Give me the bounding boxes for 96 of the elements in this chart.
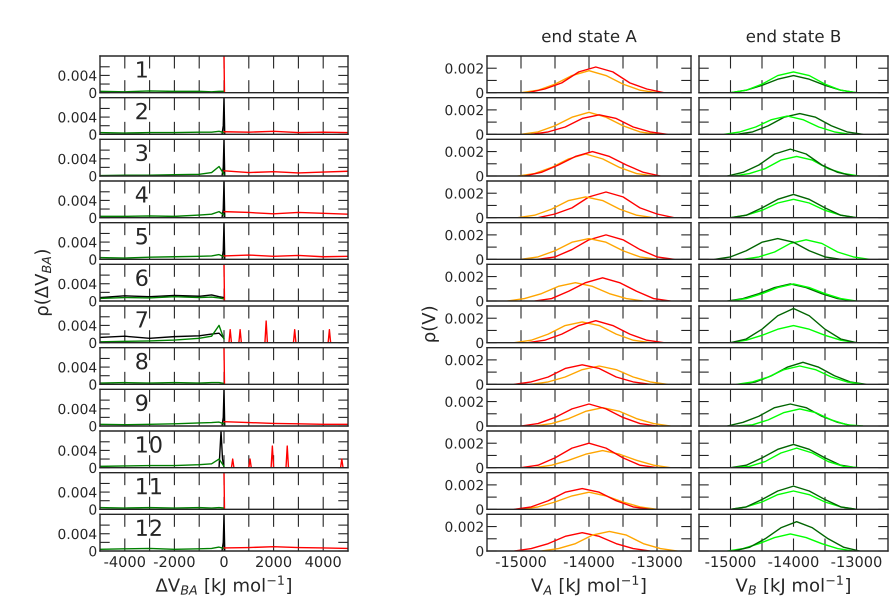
annotation: 6 — [136, 269, 148, 286]
line-series — [100, 458, 225, 468]
y-tick-label: 0.002 — [445, 146, 483, 158]
x-tick-label: -15000 — [705, 556, 756, 568]
line-series — [534, 406, 672, 426]
line-series — [516, 153, 654, 176]
y-tick-label: 0 — [89, 254, 96, 265]
y-tick-label: 0 — [89, 462, 96, 474]
y-tick-label: 0 — [476, 170, 484, 182]
y-tick-label: 0 — [476, 462, 484, 474]
y-tick-label: 0.004 — [58, 487, 96, 498]
line-series — [520, 442, 658, 468]
annotation: 9 — [136, 394, 148, 412]
y-tick-label: 0 — [476, 379, 484, 390]
x-tick-label: -14000 — [768, 556, 818, 568]
line-series — [514, 321, 651, 343]
annotation: 5 — [136, 228, 147, 245]
y-tick-label: 0.002 — [445, 354, 483, 366]
annotation: 12 — [137, 519, 161, 536]
x-tick-label: -13000 — [632, 556, 682, 568]
line-series — [520, 403, 658, 426]
y-tick-label: 0.004 — [58, 237, 96, 248]
y-axis-title: ρ(ΔV$_{BA}$) — [34, 250, 52, 316]
annotation: 4 — [136, 186, 148, 203]
y-tick-label: 0 — [476, 338, 484, 348]
y-tick-label: 0.002 — [445, 188, 483, 199]
x-tick-label: 0 — [220, 556, 228, 568]
y-tick-label: 0.004 — [58, 278, 96, 290]
y-tick-label: 0.002 — [445, 272, 483, 282]
line-series — [520, 70, 658, 93]
x-axis-title: ΔV$_{BA}$ [kJ mol$^{−1}$] — [156, 576, 291, 596]
line-series — [527, 66, 664, 93]
y-tick-label: 0.004 — [58, 195, 96, 206]
x-tick-label: -13000 — [831, 556, 882, 568]
line-series — [540, 530, 678, 551]
y-tick-label: 0.002 — [445, 522, 483, 532]
y-tick-label: 0 — [89, 129, 96, 140]
y-tick-label: 0 — [476, 546, 484, 556]
line-series — [534, 450, 672, 468]
annotation: 7 — [136, 311, 147, 328]
y-tick-label: 0 — [476, 420, 484, 432]
y-tick-label: 0 — [89, 212, 96, 224]
y-tick-label: 0.004 — [58, 320, 96, 331]
y-tick-label: 0 — [89, 504, 96, 515]
annotation: 2 — [136, 102, 147, 120]
line-series — [516, 196, 654, 218]
y-tick-label: 0 — [89, 420, 96, 432]
y-tick-label: 0.004 — [58, 112, 96, 123]
annotation: 1 — [137, 61, 147, 78]
y-tick-label: 0 — [476, 212, 484, 224]
line-series — [506, 282, 644, 301]
y-tick-label: 0 — [89, 296, 96, 306]
annotation: 8 — [136, 352, 148, 370]
y-tick-label: 0.002 — [445, 396, 483, 408]
y-tick-label: 0.004 — [58, 404, 96, 414]
chart-title: end state B — [746, 29, 840, 42]
x-tick-label: 2000 — [256, 556, 292, 568]
y-tick-label: 0.004 — [58, 154, 96, 164]
y-tick-label: 0 — [89, 338, 96, 348]
y-tick-label: 0.002 — [445, 104, 483, 116]
y-tick-label: 0 — [476, 129, 484, 140]
y-tick-label: 0 — [89, 546, 96, 556]
y-tick-label: 0.004 — [58, 362, 96, 373]
x-tick-label: -2000 — [154, 556, 195, 568]
y-tick-label: 0.004 — [58, 528, 96, 540]
y-axis-title: ρ(V) — [421, 306, 439, 342]
chart-title: end state A — [542, 29, 637, 42]
y-tick-label: 0 — [476, 296, 484, 306]
line-series — [537, 191, 675, 218]
y-tick-label: 0.002 — [445, 230, 483, 240]
x-axis-title: V$_{B}$ [kJ mol$^{−1}$] — [736, 576, 850, 596]
y-tick-label: 0 — [476, 88, 484, 98]
y-tick-label: 0 — [89, 88, 96, 98]
y-tick-label: 0.004 — [58, 70, 96, 81]
annotation: 10 — [137, 436, 162, 453]
line-series — [514, 532, 651, 551]
x-tick-label: 4000 — [305, 556, 341, 568]
y-tick-label: 0.004 — [58, 445, 96, 456]
line-series — [100, 166, 225, 176]
line-series — [534, 277, 672, 301]
x-tick-label: -4000 — [104, 556, 146, 568]
x-tick-label: -14000 — [564, 556, 614, 568]
y-tick-label: 0.002 — [445, 313, 483, 324]
line-series — [524, 150, 662, 176]
x-tick-label: -15000 — [496, 556, 546, 568]
y-tick-label: 0.002 — [445, 63, 483, 74]
line-series — [527, 320, 664, 343]
y-tick-label: 0 — [89, 379, 96, 390]
annotation: 11 — [137, 478, 161, 494]
y-tick-label: 0.002 — [445, 438, 483, 449]
x-axis-title: V$_{A}$ [kJ mol$^{−1}$] — [531, 576, 646, 596]
y-tick-label: 0 — [476, 254, 484, 265]
y-tick-label: 0.002 — [445, 480, 483, 490]
y-tick-label: 0 — [89, 170, 96, 182]
y-tick-label: 0 — [476, 504, 484, 515]
annotation: 3 — [136, 144, 148, 162]
